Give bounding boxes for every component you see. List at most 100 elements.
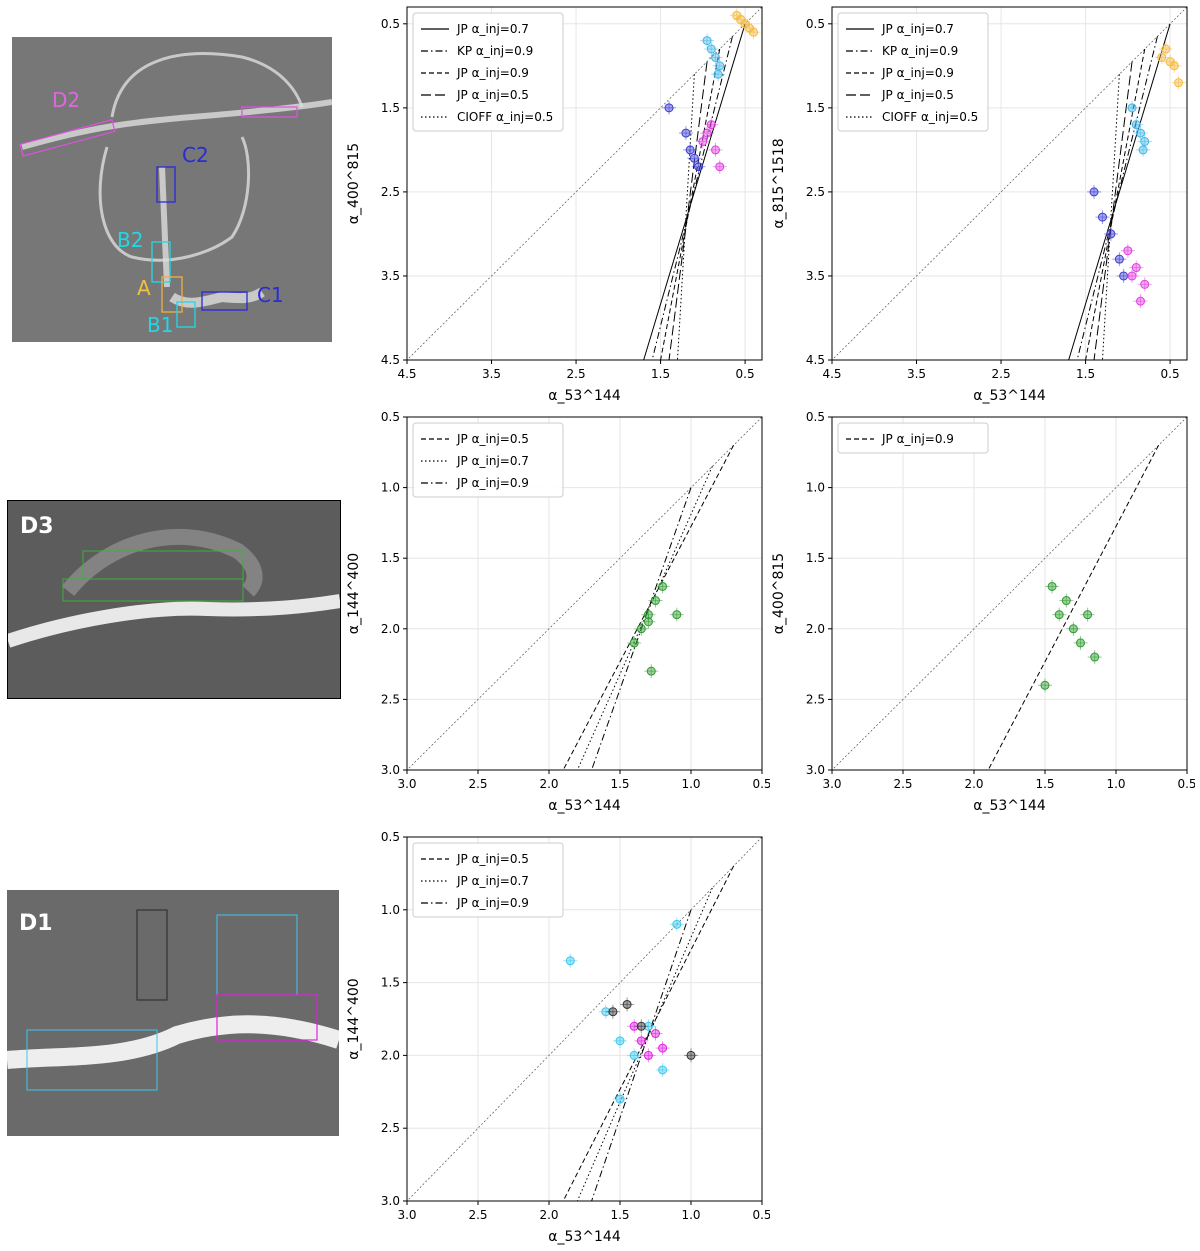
x-tick-label: 4.5: [822, 367, 841, 381]
model-curve: [643, 23, 746, 361]
data-point: [608, 1007, 618, 1017]
x-tick-label: 2.5: [567, 367, 586, 381]
one-to-one-line: [831, 6, 1188, 361]
data-point: [643, 1050, 653, 1060]
data-point: [636, 1036, 646, 1046]
data-point: [1123, 246, 1133, 256]
legend-label: JP α_inj=0.5: [456, 432, 529, 446]
legend-label: JP α_inj=0.9: [456, 476, 529, 490]
image-middle: D3: [7, 500, 341, 699]
data-point: [1136, 296, 1146, 306]
data-point: [643, 617, 653, 627]
x-axis-label: α_53^144: [548, 388, 621, 404]
y-tick-label: 3.0: [381, 763, 400, 777]
data-point: [1090, 652, 1100, 662]
x-tick-label: 3.0: [822, 777, 841, 791]
y-tick-label: 2.0: [381, 1048, 400, 1062]
data-point: [1097, 212, 1107, 222]
data-point: [1157, 52, 1167, 62]
legend-label: CIOFF α_inj=0.5: [457, 110, 553, 124]
data-point: [1174, 78, 1184, 88]
one-to-one-line: [406, 836, 763, 1202]
y-tick-label: 2.5: [381, 185, 400, 199]
legend-label: CIOFF α_inj=0.5: [882, 110, 978, 124]
model-curve: [668, 61, 708, 361]
data-point: [1138, 145, 1148, 155]
y-tick-label: 4.5: [381, 353, 400, 367]
data-point: [686, 1050, 696, 1060]
radio-image-top: D2 C2 B2 A B1 C1: [12, 37, 332, 342]
y-axis-label: α_144^400: [346, 553, 362, 634]
data-point: [629, 1050, 639, 1060]
y-tick-label: 2.0: [806, 622, 825, 636]
data-point: [672, 919, 682, 929]
image-bottom: D1: [7, 890, 339, 1136]
image-top: D2 C2 B2 A B1 C1: [12, 37, 332, 342]
data-point: [689, 153, 699, 163]
one-to-one-line: [406, 416, 763, 771]
region-label-C2: C2: [182, 143, 209, 167]
data-point: [694, 162, 704, 172]
data-point: [1131, 120, 1141, 130]
x-tick-label: 0.5: [1177, 777, 1195, 791]
region-label-B1: B1: [147, 313, 173, 337]
data-point: [615, 1036, 625, 1046]
data-point: [698, 136, 708, 146]
y-tick-label: 2.5: [806, 185, 825, 199]
model-curve: [576, 466, 713, 771]
y-tick-label: 0.5: [806, 410, 825, 424]
data-point: [1054, 610, 1064, 620]
region-label-D2: D2: [52, 88, 80, 112]
plot-frame: [831, 416, 1188, 771]
legend-label: JP α_inj=0.9: [881, 66, 954, 80]
data-point: [658, 1043, 668, 1053]
radio-image-bottom: D1: [7, 890, 339, 1136]
y-tick-label: 0.5: [381, 410, 400, 424]
data-point: [1140, 279, 1150, 289]
x-tick-label: 0.5: [752, 1208, 770, 1222]
y-tick-label: 1.5: [806, 551, 825, 565]
x-tick-label: 2.0: [539, 777, 558, 791]
y-tick-label: 3.0: [806, 763, 825, 777]
image-label-D3: D3: [20, 514, 54, 539]
legend-label: JP α_inj=0.5: [881, 88, 954, 102]
data-point: [681, 128, 691, 138]
x-tick-label: 1.0: [1106, 777, 1125, 791]
legend-label: KP α_inj=0.9: [882, 44, 958, 58]
data-point: [651, 1029, 660, 1039]
data-point: [622, 999, 632, 1009]
model-curve: [651, 36, 733, 361]
legend-box: [837, 422, 989, 454]
y-tick-label: 1.0: [381, 481, 400, 495]
plot-frame: [406, 836, 763, 1202]
one-to-one-line: [406, 6, 763, 361]
y-tick-label: 2.5: [381, 692, 400, 706]
x-tick-label: 1.5: [610, 1208, 629, 1222]
y-tick-label: 4.5: [806, 353, 825, 367]
x-tick-label: 3.5: [907, 367, 926, 381]
x-axis-label: α_53^144: [973, 388, 1046, 404]
y-axis-label: α_400^815: [771, 553, 787, 634]
data-point: [658, 581, 668, 591]
data-point: [711, 52, 721, 62]
data-point: [702, 36, 712, 46]
x-tick-label: 2.0: [964, 777, 983, 791]
data-point: [1114, 254, 1124, 264]
x-tick-label: 1.5: [1076, 367, 1095, 381]
legend-label: JP α_inj=0.7: [456, 874, 529, 888]
x-axis-label: α_53^144: [973, 798, 1046, 814]
data-point: [749, 27, 759, 37]
data-point: [713, 69, 723, 79]
data-point: [629, 638, 639, 648]
plot-middle-left: 3.0 2.5 2.0 1.5 1.0 0.5 0.5 1.0 1.5 2.0 2.5 3.0 JP α…: [340, 410, 770, 820]
data-point: [685, 145, 695, 155]
legend-label: JP α_inj=0.7: [881, 22, 954, 36]
data-point: [706, 44, 716, 54]
data-point: [1047, 581, 1057, 591]
data-point: [672, 610, 682, 620]
data-point: [1076, 638, 1085, 648]
data-point: [1161, 44, 1171, 54]
data-point: [1106, 229, 1116, 239]
y-tick-label: 1.0: [381, 903, 400, 917]
data-point: [636, 624, 646, 634]
